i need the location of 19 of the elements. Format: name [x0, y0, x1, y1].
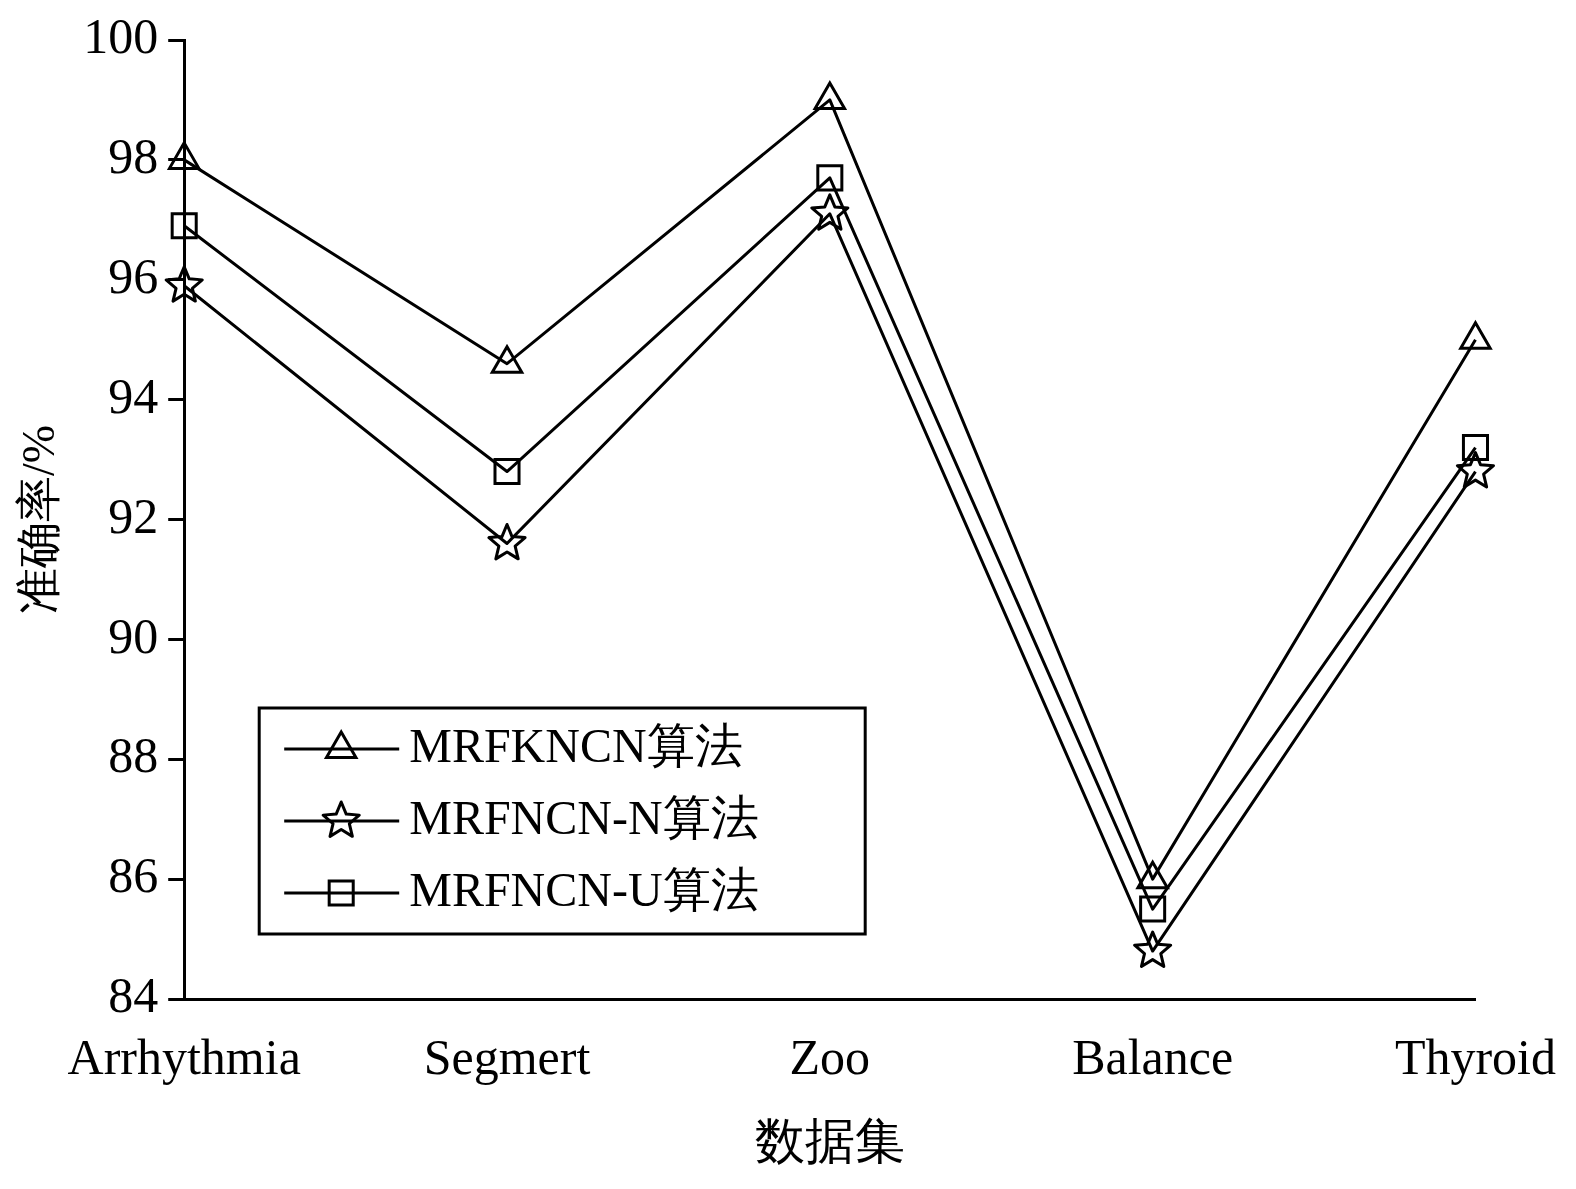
legend-label: MRFNCN-U算法 — [409, 862, 759, 916]
x-tick-label: Segmert — [423, 1029, 591, 1086]
y-tick-label: 86 — [108, 847, 159, 904]
x-tick-label: Thyroid — [1394, 1029, 1556, 1086]
y-tick-label: 94 — [108, 367, 159, 424]
x-tick-label: Balance — [1072, 1029, 1234, 1086]
x-tick-label: Arrhythmia — [67, 1029, 301, 1086]
y-tick-label: 90 — [108, 607, 159, 664]
y-tick-label: 96 — [108, 247, 159, 304]
legend-label: MRFNCN-N算法 — [409, 790, 759, 844]
y-tick-label: 92 — [108, 487, 159, 544]
y-tick-label: 98 — [108, 128, 159, 184]
x-axis-title: 数据集 — [754, 1113, 905, 1170]
y-axis-title: 准确率/% — [12, 424, 64, 615]
y-tick-label: 88 — [108, 727, 159, 784]
x-tick-label: Zoo — [789, 1029, 871, 1086]
y-tick-label: 100 — [83, 8, 159, 65]
y-tick-label: 84 — [108, 967, 159, 1024]
legend-label: MRFKNCN算法 — [409, 718, 743, 772]
